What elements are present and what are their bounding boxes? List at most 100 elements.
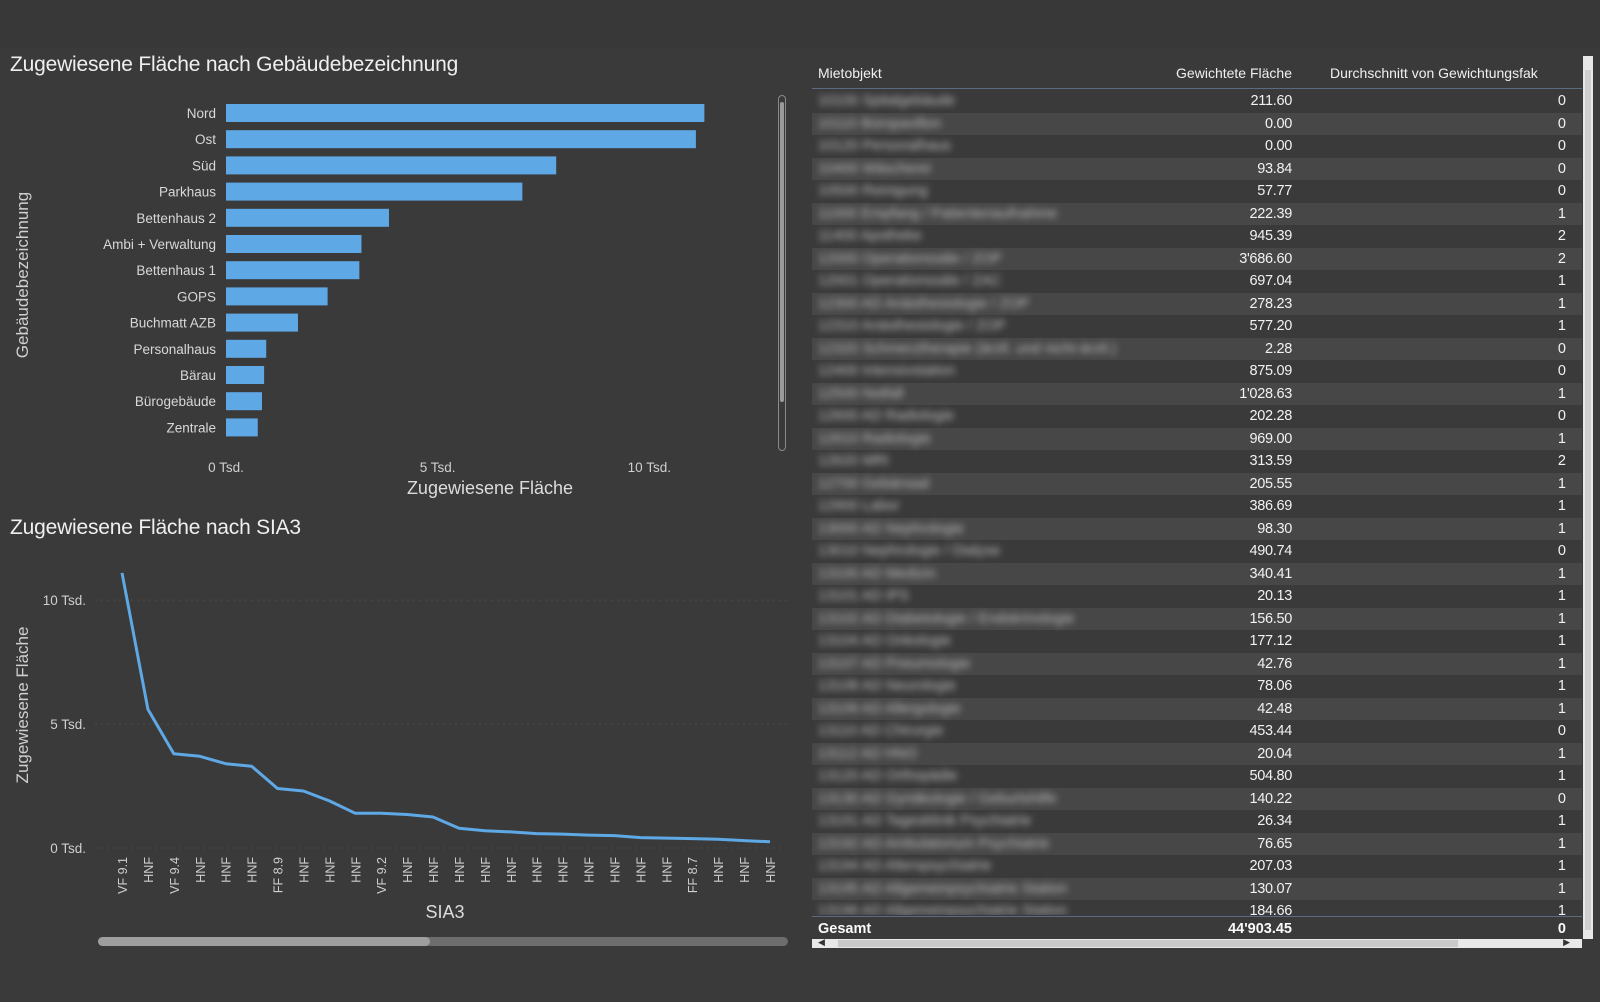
bar (226, 235, 362, 253)
cell-gewichtungsfaktor: 1 (1557, 633, 1566, 649)
scroll-left-icon[interactable]: ◀ (818, 937, 825, 947)
table-row[interactable]: 13192 AD Ambulatorium Psychiatrie 76.65 1 (812, 832, 1582, 855)
cell-mietobjekt: 12300 AD Anästhesiologie / ZOP (818, 295, 1030, 312)
table-row[interactable]: 13194 AD Alterspsychiatrie 207.03 1 (812, 855, 1582, 878)
cell-gewichtete-flaeche: 875.09 (1249, 363, 1292, 379)
cell-mietobjekt: 13192 AD Ambulatorium Psychiatrie (818, 835, 1050, 852)
cell-gewichtete-flaeche: 3'686.60 (1239, 250, 1292, 267)
bar (226, 104, 705, 122)
cell-mietobjekt: 12500 Notfall (818, 385, 904, 402)
x-tick-label: HNF (531, 857, 545, 883)
cell-mietobjekt: 10110 Büropavillon (818, 115, 942, 132)
cell-gewichtungsfaktor: 1 (1557, 588, 1566, 604)
table-row[interactable]: 12300 AD Anästhesiologie / ZOP 278.23 1 (812, 292, 1582, 315)
table-row[interactable]: 13107 AD Pneumologie 42.76 1 (812, 652, 1582, 675)
table-row[interactable]: 13104 AD Onkologie 177.12 1 (812, 630, 1582, 653)
table-row[interactable]: 12310 Anästhesiologie / ZOP 577.20 1 (812, 315, 1582, 338)
bar-chart-scrollbar[interactable] (778, 95, 786, 451)
table-row[interactable]: 12400 Intensivstation 875.09 0 (812, 360, 1582, 383)
table-row[interactable]: 13000 AD Nephrologie 98.30 1 (812, 517, 1582, 540)
table-row[interactable]: 13100 AD Medizin 340.41 1 (812, 562, 1582, 585)
data-table: Mietobjekt Gewichtete Fläche Durchschnit… (812, 56, 1582, 951)
table-row[interactable]: 13108 AD Neurologie 78.06 1 (812, 675, 1582, 698)
cell-gewichtete-flaeche: 222.39 (1249, 205, 1292, 222)
table-row[interactable]: 13120 AD Orthopädie 504.80 1 (812, 765, 1582, 788)
table-row[interactable]: 12000 Operationssäle / ZOP 3'686.60 2 (812, 247, 1582, 270)
table-body[interactable]: 10100 Spitalgebäude 211.60 0 10110 Büropavi… (812, 90, 1582, 915)
table-row[interactable]: 12500 Notfall 1'028.63 1 (812, 382, 1582, 405)
cell-mietobjekt: 10400 Wäscherei (818, 160, 931, 177)
bar (226, 339, 267, 358)
table-row[interactable]: 13109 AD Allergologie 42.48 1 (812, 697, 1582, 720)
table-row[interactable]: 12620 MRI 313.59 2 (812, 450, 1582, 473)
table-row[interactable]: 12610 Radiologie 969.00 1 (812, 427, 1582, 450)
bar-chart-title: Zugewiesene Fläche nach Gebäudebezeichnu… (10, 53, 459, 76)
x-tick-label: HNF (323, 857, 337, 883)
table-row[interactable]: 12900 Labor 386.69 1 (812, 495, 1582, 518)
scroll-right-icon[interactable]: ▶ (1563, 937, 1570, 947)
table-row[interactable]: 13102 AD Diabetologie / Endokrinologie 15… (812, 607, 1582, 630)
cell-mietobjekt: 10120 Personalhaus (818, 138, 952, 154)
cell-gewichtete-flaeche: 453.44 (1249, 723, 1292, 739)
table-row[interactable]: 10400 Wäscherei 93.84 0 (812, 157, 1582, 180)
line-chart-scrollbar[interactable] (98, 937, 788, 946)
table-row[interactable]: 12001 Operationssäle / ZAC 697.04 1 (812, 270, 1582, 293)
x-tick-label: HNF (349, 857, 363, 883)
cell-mietobjekt: 12620 MRI (818, 453, 889, 469)
table-row[interactable]: 10110 Büropavillon 0.00 0 (812, 112, 1582, 135)
table-row[interactable]: 11400 Apotheke 945.39 2 (812, 225, 1582, 248)
x-tick-label: 5 Tsd. (420, 460, 456, 475)
column-header-mietobjekt[interactable]: Mietobjekt (818, 65, 882, 81)
scroll-thumb[interactable] (838, 940, 1458, 947)
table-row[interactable]: 11000 Empfang / Patientenaufnahme 222.39 1 (812, 202, 1582, 225)
table-row[interactable]: 13130 AD Gynäkologie / Geburtshilfe 140.2… (812, 787, 1582, 810)
top-bar (0, 0, 1600, 48)
table-row[interactable]: 13195 AD Allgemeinpsychiatrie Station 130… (812, 877, 1582, 900)
scroll-thumb[interactable] (1585, 70, 1591, 930)
table-row[interactable]: 13112 AD HNO 20.04 1 (812, 742, 1582, 765)
x-tick-label: HNF (505, 857, 519, 883)
scroll-thumb[interactable] (780, 102, 784, 402)
table-row[interactable]: 10120 Personalhaus 0.00 0 (812, 135, 1582, 158)
total-factor: 0 (1557, 921, 1566, 937)
scroll-thumb[interactable] (98, 937, 430, 946)
table-row[interactable]: 12600 AD Radiologie 202.28 0 (812, 405, 1582, 428)
x-axis-label: SIA3 (425, 902, 464, 922)
column-header-gewichtungsfaktor[interactable]: Durchschnitt von Gewichtungsfak (1330, 65, 1538, 81)
cell-mietobjekt: 10500 Reinigung (818, 183, 928, 199)
series-line (120, 572, 771, 844)
cell-mietobjekt: 13000 AD Nephrologie (818, 520, 964, 537)
cell-gewichtungsfaktor: 1 (1557, 858, 1566, 874)
table-row[interactable]: 10100 Spitalgebäude 211.60 0 (812, 90, 1582, 113)
category-label: Nord (187, 106, 216, 121)
x-tick-label: HNF (660, 857, 674, 883)
table-row[interactable]: 13191 AD Tagesklinik Psychiatrie 26.34 1 (812, 810, 1582, 833)
x-tick-label: HNF (738, 857, 752, 883)
column-header-gewichtete-flaeche[interactable]: Gewichtete Fläche (1176, 65, 1292, 81)
cell-gewichtungsfaktor: 1 (1557, 903, 1566, 915)
cell-gewichtungsfaktor: 1 (1557, 610, 1566, 627)
table-row[interactable]: 13101 AD IPS 20.13 1 (812, 585, 1582, 608)
category-label: Zentrale (166, 420, 216, 435)
table-row[interactable]: 13110 AD Chirurgie 453.44 0 (812, 720, 1582, 743)
bar (226, 182, 523, 201)
table-vertical-scrollbar[interactable] (1583, 56, 1593, 939)
cell-mietobjekt: 13010 Nephrologie / Dialyse (818, 543, 1001, 559)
cell-gewichtungsfaktor: 1 (1557, 295, 1566, 312)
table-row[interactable]: 10500 Reinigung 57.77 0 (812, 180, 1582, 203)
cell-mietobjekt: 12700 Gebärsaal (818, 475, 930, 492)
cell-mietobjekt: 12000 Operationssäle / ZOP (818, 250, 1002, 267)
cell-gewichtete-flaeche: 93.84 (1257, 160, 1292, 177)
cell-gewichtete-flaeche: 969.00 (1249, 430, 1292, 447)
table-row[interactable]: 12320 Schmerztherapie (ärztl. und nicht-… (812, 337, 1582, 360)
cell-gewichtungsfaktor: 2 (1557, 228, 1566, 244)
cell-gewichtungsfaktor: 0 (1557, 543, 1566, 559)
cell-gewichtete-flaeche: 130.07 (1249, 880, 1292, 897)
table-header: Mietobjekt Gewichtete Fläche Durchschnit… (812, 56, 1582, 89)
cell-mietobjekt: 11000 Empfang / Patientenaufnahme (818, 205, 1058, 222)
table-horizontal-scrollbar[interactable]: ◀ ▶ (812, 937, 1582, 948)
table-row[interactable]: 12700 Gebärsaal 205.55 1 (812, 472, 1582, 495)
table-row[interactable]: 13010 Nephrologie / Dialyse 490.74 0 (812, 540, 1582, 563)
category-label: GOPS (177, 289, 216, 304)
table-row[interactable]: 13196 AD Allgemeinpsychiatrie Station 184… (812, 900, 1582, 915)
